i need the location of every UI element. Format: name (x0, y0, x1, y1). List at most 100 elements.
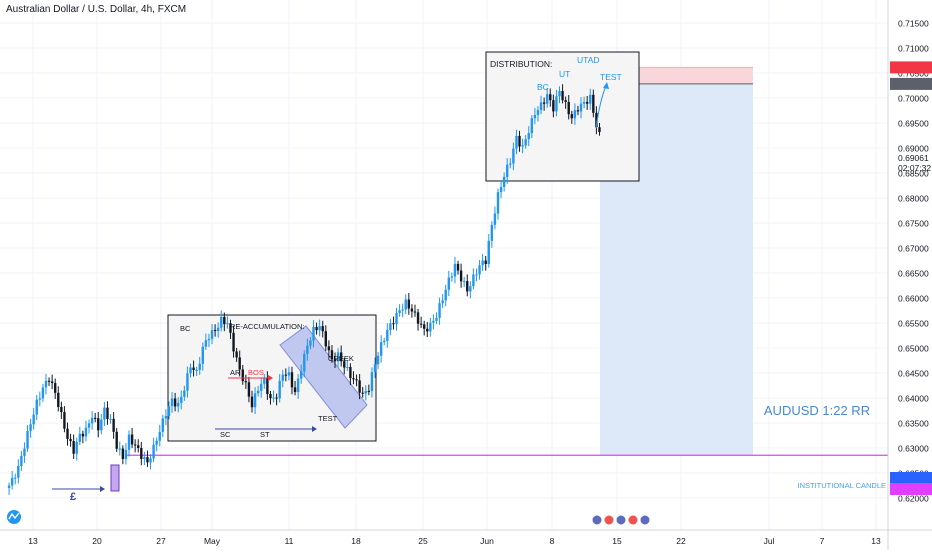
candle-body (263, 378, 266, 384)
candle-body (75, 441, 78, 454)
candle-body (164, 416, 168, 419)
candle-body (155, 440, 158, 445)
x-tick-label: 15 (612, 536, 622, 546)
candle-body (296, 378, 300, 393)
candle-body (567, 102, 570, 115)
candle (63, 406, 66, 433)
candle (404, 294, 407, 314)
candle (303, 350, 306, 378)
candle (247, 376, 251, 403)
candle (143, 451, 146, 466)
candle-body (484, 260, 487, 264)
candle-body (542, 102, 546, 104)
y-tick-label: 0.66500 (898, 269, 929, 279)
candle-body (524, 139, 527, 146)
candle (407, 293, 411, 315)
candle (23, 442, 26, 463)
candle (50, 374, 54, 390)
candle-body (253, 393, 257, 408)
candle-body (447, 277, 450, 290)
candle (164, 409, 168, 426)
candle-body (32, 414, 35, 425)
candle-body (220, 317, 223, 328)
candle-body (564, 100, 567, 103)
candle-body (589, 94, 592, 104)
candle (97, 411, 100, 438)
candle (130, 427, 134, 449)
x-tick-label: 22 (676, 536, 686, 546)
candle (266, 371, 269, 400)
candle-body (103, 407, 106, 420)
candle-body (450, 276, 454, 278)
candle (395, 307, 398, 331)
candle (318, 319, 321, 337)
candle (7, 482, 11, 495)
candle (186, 366, 189, 398)
y-tick-label: 0.63500 (898, 419, 929, 429)
candle-body (419, 323, 423, 325)
candle-body (453, 263, 457, 277)
candle (426, 321, 429, 337)
candle (275, 393, 278, 406)
candle (278, 374, 281, 403)
candle-body (527, 133, 530, 140)
candle (226, 316, 229, 329)
candle (241, 364, 244, 385)
annotation-boxes (167, 51, 640, 442)
candle-body (149, 458, 152, 463)
candle (339, 345, 343, 367)
candle-body (140, 448, 143, 459)
candle (210, 323, 214, 345)
candle-body (112, 418, 115, 432)
candle (121, 445, 125, 465)
candle (300, 364, 303, 384)
candle (152, 437, 155, 463)
candle (47, 377, 51, 386)
candle-body (223, 317, 226, 325)
price-label-text: 0.70282 (898, 79, 929, 89)
reacc-creek-label: CREEK (328, 354, 354, 363)
candle (592, 89, 595, 118)
candle-body (204, 340, 208, 347)
candle (435, 312, 438, 325)
event-flag-dot (639, 514, 651, 526)
candle (558, 86, 561, 104)
event-flag-icon (591, 514, 651, 526)
candle (364, 385, 367, 401)
institutional-candle-marker (110, 464, 120, 492)
candle (158, 424, 161, 447)
candle (413, 304, 417, 317)
candle-body (493, 213, 497, 225)
candle-body (333, 359, 337, 362)
candle (167, 401, 171, 420)
candle-body (189, 367, 192, 374)
candle (60, 401, 63, 420)
candle-body (410, 308, 414, 312)
candle (512, 142, 515, 171)
candle-body (177, 402, 180, 407)
candle-body (324, 331, 327, 347)
candle-body (515, 135, 518, 149)
candle (509, 158, 512, 169)
candle (133, 439, 137, 453)
candle-body (109, 418, 112, 420)
candle (103, 402, 106, 427)
event-flag-dot (603, 514, 615, 526)
logo-mark (8, 512, 20, 520)
x-tick-label: 18 (351, 536, 361, 546)
candle-body (72, 441, 75, 454)
price-label-bg (890, 483, 932, 495)
candle (502, 172, 506, 192)
candle-body (361, 392, 364, 394)
candle (536, 106, 540, 122)
reacc-bos-label: BOS (248, 368, 264, 377)
candle-body (309, 340, 312, 346)
candle-body (90, 417, 94, 424)
candle (26, 425, 29, 452)
candle-body (539, 102, 543, 111)
sc-arrowhead (312, 426, 317, 432)
candle (595, 106, 598, 135)
candle (41, 383, 45, 403)
